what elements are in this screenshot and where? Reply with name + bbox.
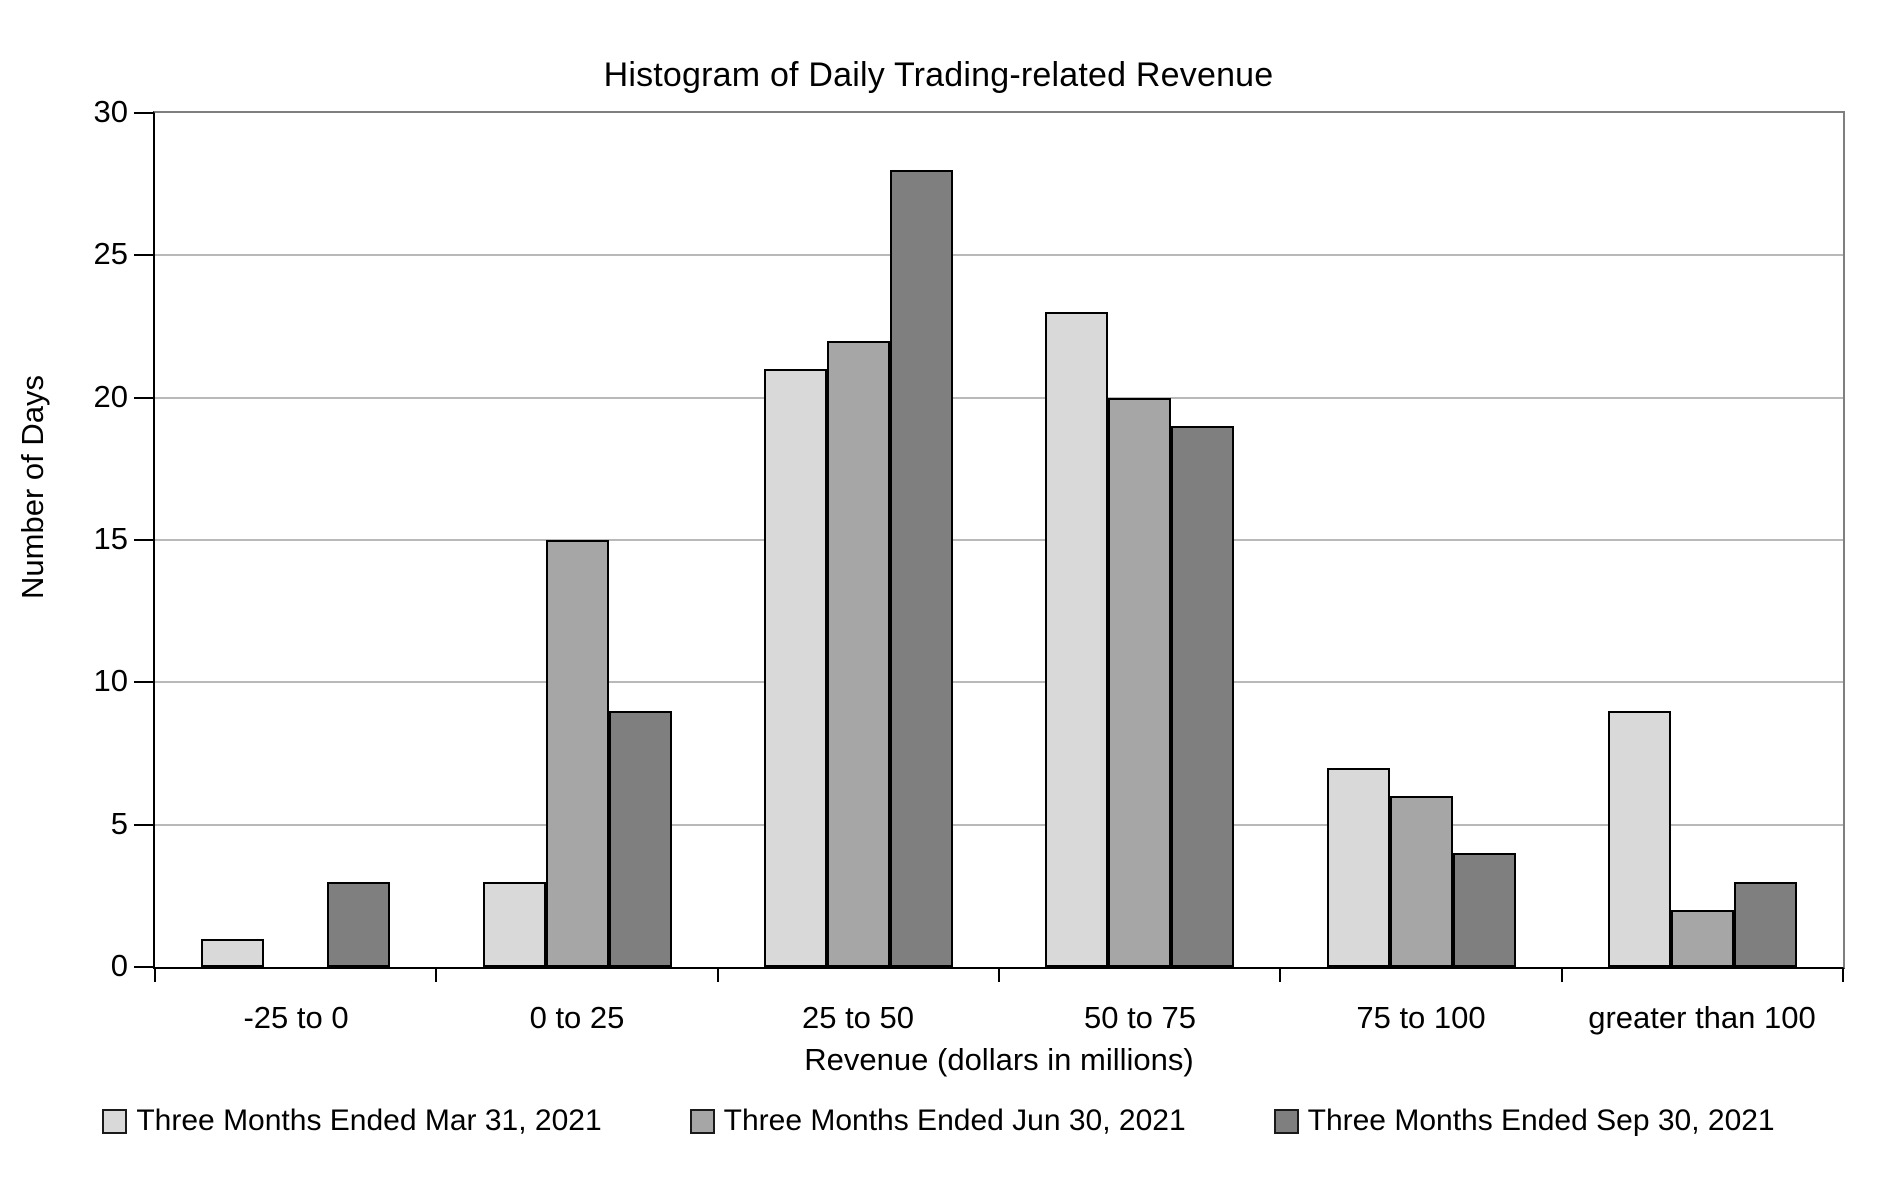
bar--25-to-0-series-2 — [327, 882, 390, 967]
x-category-label: 0 to 25 — [529, 1000, 625, 1035]
x-category-label: 25 to 50 — [801, 1000, 915, 1035]
bar-75-to-100-series-1 — [1390, 796, 1453, 967]
y-tick-label: 0 — [110, 948, 128, 983]
x-axis-tick — [1842, 969, 1844, 982]
x-axis-tick — [435, 969, 438, 982]
x-category-label: 75 to 100 — [1356, 1000, 1486, 1035]
legend-item-2: Three Months Ended Sep 30, 2021 — [1273, 1104, 1775, 1138]
legend-item-1: Three Months Ended Jun 30, 2021 — [689, 1104, 1186, 1138]
x-axis-tick — [1279, 969, 1282, 982]
bar-50-to-75-series-0 — [1045, 312, 1108, 967]
legend-swatch-icon — [1273, 1108, 1299, 1134]
gridline-y-25 — [155, 254, 1843, 257]
x-axis-tick — [998, 969, 1000, 982]
legend: Three Months Ended Mar 31, 2021 Three Mon… — [0, 1104, 1877, 1138]
y-tick-label: 5 — [110, 805, 128, 841]
legend-label: Three Months Ended Jun 30, 2021 — [723, 1104, 1186, 1137]
y-tick-label: 20 — [93, 378, 128, 414]
bar-50-to-75-series-2 — [1171, 426, 1234, 967]
bar-50-to-75-series-1 — [1108, 398, 1171, 967]
gridline-y-5 — [155, 823, 1843, 826]
bar-0-to-25-series-2 — [609, 711, 672, 967]
bar-25-to-50-series-0 — [764, 369, 827, 967]
y-axis-tick — [134, 823, 154, 826]
gridline-y-15 — [155, 539, 1843, 541]
y-axis-tick — [134, 254, 154, 257]
bar-25-to-50-series-1 — [827, 341, 890, 967]
legend-swatch-icon — [102, 1108, 128, 1134]
plot-area — [153, 111, 1845, 969]
bar-0-to-25-series-0 — [483, 882, 546, 967]
y-axis-tick — [134, 112, 154, 114]
legend-label: Three Months Ended Sep 30, 2021 — [1307, 1104, 1775, 1137]
bar--25-to-0-series-0 — [201, 939, 264, 967]
bar-0-to-25-series-1 — [546, 540, 609, 967]
x-category-label: greater than 100 — [1588, 1000, 1816, 1035]
bar-75-to-100-series-0 — [1327, 768, 1390, 967]
y-axis-tick — [134, 539, 154, 541]
chart-title: Histogram of Daily Trading-related Reven… — [603, 56, 1274, 94]
y-tick-label: 10 — [93, 663, 128, 699]
x-category-label: -25 to 0 — [243, 1000, 349, 1035]
x-category-label: 50 to 75 — [1083, 1000, 1197, 1035]
x-axis-tick — [1560, 969, 1563, 982]
y-tick-label: 15 — [93, 521, 128, 556]
y-tick-label: 30 — [93, 94, 128, 129]
x-axis-tick — [716, 969, 719, 982]
gridline-y-10 — [155, 681, 1843, 684]
bar-greater-than-100-series-1 — [1671, 910, 1734, 967]
y-axis-tick — [134, 396, 154, 399]
gridline-y-20 — [155, 396, 1843, 399]
y-tick-label: 25 — [93, 236, 128, 272]
bar-greater-than-100-series-0 — [1608, 711, 1671, 967]
legend-item-0: Three Months Ended Mar 31, 2021 — [102, 1104, 602, 1138]
legend-label: Three Months Ended Mar 31, 2021 — [136, 1104, 602, 1137]
y-axis-tick — [134, 966, 154, 968]
x-axis-title: Revenue (dollars in millions) — [804, 1042, 1194, 1077]
y-axis-tick — [134, 681, 154, 684]
bar-greater-than-100-series-2 — [1734, 882, 1797, 967]
bar-25-to-50-series-2 — [890, 170, 953, 967]
legend-swatch-icon — [689, 1108, 715, 1134]
bar-75-to-100-series-2 — [1453, 853, 1516, 967]
x-axis-tick — [154, 969, 156, 982]
